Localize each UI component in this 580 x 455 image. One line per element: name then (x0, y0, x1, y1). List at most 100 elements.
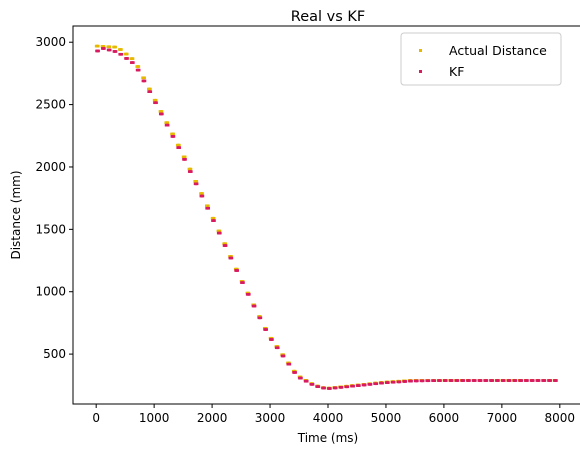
data-point-kf (329, 387, 332, 390)
data-point-kf (410, 379, 413, 383)
data-point-kf (387, 381, 390, 384)
data-point-kf (294, 371, 297, 374)
data-point-kf (346, 385, 350, 389)
data-point-kf (352, 384, 355, 388)
y-axis: 500 1000 1500 2000 2500 3000 (35, 35, 73, 361)
data-point-actual-distance (125, 52, 129, 56)
data-point-kf (236, 269, 240, 272)
data-point-kf (416, 379, 419, 383)
x-tick-label: 5000 (371, 411, 402, 425)
data-point-kf (485, 379, 489, 382)
legend-marker-actual-distance (419, 49, 422, 52)
data-point-kf (97, 49, 100, 53)
y-tick-label: 500 (43, 347, 66, 361)
data-point-actual-distance (114, 45, 117, 49)
data-point-kf (555, 379, 558, 382)
data-point-kf (271, 338, 274, 341)
data-point-kf (149, 90, 153, 93)
data-point-kf (137, 68, 141, 72)
data-point-kf (474, 379, 477, 382)
data-point-kf (456, 379, 460, 382)
data-point-kf (103, 47, 106, 50)
y-axis-label: Distance (mm) (9, 170, 23, 259)
x-tick-label: 8000 (545, 411, 576, 425)
data-point-actual-distance (230, 255, 233, 258)
data-point-actual-distance (201, 192, 204, 195)
data-point-kf (404, 380, 408, 383)
data-point-kf (120, 52, 124, 56)
data-point-actual-distance (96, 44, 100, 48)
data-point-kf (305, 379, 309, 383)
data-point-kf (392, 380, 396, 384)
data-point-kf (520, 379, 523, 382)
data-point-actual-distance (172, 132, 175, 136)
data-point-kf (300, 376, 303, 380)
x-tick-label: 0 (92, 411, 100, 425)
data-point-kf (259, 316, 263, 320)
x-tick-label: 7000 (487, 411, 518, 425)
data-point-kf (462, 379, 466, 382)
data-point-kf (503, 379, 506, 382)
data-point-kf (381, 381, 384, 385)
x-tick-label: 4000 (313, 411, 344, 425)
data-point-kf (213, 219, 216, 222)
data-point-actual-distance (160, 110, 164, 113)
legend-label-kf: KF (449, 64, 464, 79)
x-axis-label: Time (ms) (297, 431, 359, 445)
data-point-kf (358, 384, 361, 387)
data-point-kf (195, 182, 199, 186)
data-point-kf (479, 379, 483, 382)
data-point-kf (427, 379, 431, 383)
data-point-kf (248, 293, 251, 296)
data-point-kf (375, 382, 379, 386)
data-point-kf (219, 231, 222, 235)
data-point-kf (126, 57, 129, 60)
data-point-actual-distance (154, 98, 158, 102)
data-point-kf (224, 244, 228, 247)
x-tick-label: 2000 (197, 411, 228, 425)
x-tick-label: 3000 (255, 411, 286, 425)
data-point-kf (311, 383, 315, 386)
data-point-kf (166, 123, 170, 127)
data-point-kf (276, 346, 280, 350)
data-point-kf (468, 379, 471, 382)
data-point-kf (543, 379, 547, 382)
data-point-kf (132, 61, 135, 64)
data-point-actual-distance (183, 155, 187, 159)
data-point-kf (184, 158, 187, 161)
data-point-kf (531, 379, 535, 382)
data-point-kf (433, 379, 437, 382)
data-point-kf (421, 379, 425, 383)
data-point-kf (340, 386, 344, 389)
legend-label-actual-distance: Actual Distance (449, 43, 547, 58)
data-point-kf (514, 379, 518, 382)
y-tick-label: 1500 (35, 222, 66, 236)
y-tick-label: 3000 (35, 35, 66, 49)
data-point-kf (108, 48, 112, 52)
data-point-actual-distance (207, 204, 210, 208)
data-point-actual-distance (224, 242, 228, 245)
x-tick-label: 6000 (429, 411, 460, 425)
data-point-kf (497, 379, 500, 382)
data-point-actual-distance (137, 65, 141, 68)
data-point-kf (207, 206, 211, 210)
data-point-kf (526, 379, 529, 382)
data-point-kf (114, 50, 118, 53)
data-point-actual-distance (236, 267, 239, 271)
chart-title: Real vs KF (291, 9, 365, 25)
points-layer (94, 44, 558, 390)
data-point-kf (508, 379, 512, 382)
data-point-kf (230, 256, 234, 260)
data-point-kf (265, 328, 268, 331)
data-point-kf (282, 354, 286, 358)
data-point-actual-distance (131, 57, 135, 60)
data-point-actual-distance (189, 167, 193, 171)
data-point-actual-distance (102, 45, 106, 48)
x-tick-label: 1000 (139, 411, 170, 425)
data-point-kf (143, 79, 147, 83)
data-point-kf (242, 281, 245, 284)
y-tick-label: 2500 (35, 98, 66, 112)
data-point-actual-distance (149, 87, 152, 91)
data-point-kf (363, 383, 367, 387)
